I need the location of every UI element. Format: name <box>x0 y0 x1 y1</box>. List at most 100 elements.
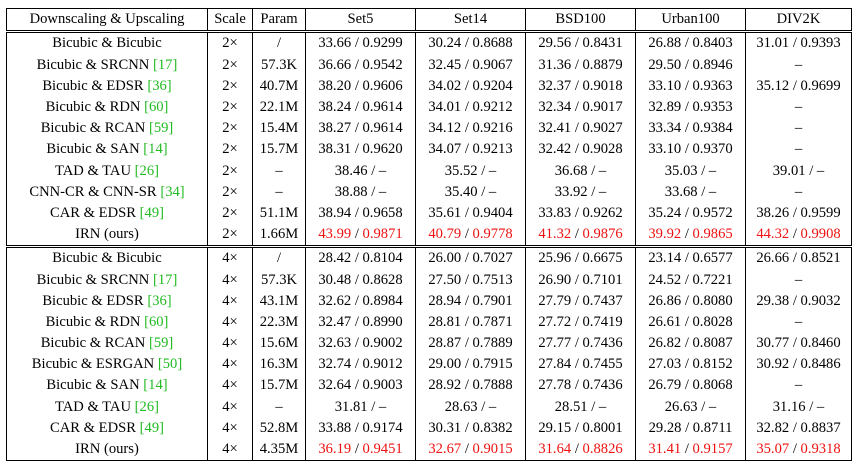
scale-cell: 2× <box>207 223 253 249</box>
metric-value: – <box>794 377 803 394</box>
method-name: Bicubic & SRCNN <box>36 271 150 288</box>
metric-value: 26.90 / 0.7101 <box>538 271 623 288</box>
metric-value: 32.34 / 0.9017 <box>538 99 623 116</box>
header-urban100: Urban100 <box>635 7 746 34</box>
scale-cell: 2× <box>207 160 253 182</box>
metric-value: 38.26 / 0.9599 <box>756 204 841 221</box>
metric-cell: 32.74 / 0.9012 <box>305 354 416 376</box>
metric-cell: 28.87 / 0.7889 <box>415 332 526 354</box>
metric-cell: 31.16 / – <box>745 396 852 418</box>
metric-value: 33.68 / – <box>664 183 717 200</box>
metric-value: 28.81 / 0.7871 <box>428 313 513 330</box>
metric-cell: 26.61 / 0.8028 <box>635 311 746 333</box>
scale-cell: 2× <box>207 181 253 203</box>
metric-cell: 38.46 / – <box>305 160 416 182</box>
metric-value: 38.94 / 0.9658 <box>318 204 403 221</box>
scale-cell: 4× <box>207 290 253 312</box>
metric-value: 29.38 / 0.9032 <box>756 292 841 309</box>
metric-cell: 31.64 / 0.8826 <box>525 438 636 461</box>
method-cell: CAR & EDSR [49] <box>6 202 208 224</box>
citation-bracket-open: [ <box>148 335 154 352</box>
metric-value: 26.86 / 0.8080 <box>648 292 733 309</box>
metric-value: 39.01 / – <box>772 162 825 179</box>
metric-cell: 29.50 / 0.8946 <box>635 54 746 76</box>
metric-cell: 34.12 / 0.9216 <box>415 117 526 140</box>
metric-cell: 33.10 / 0.9363 <box>635 75 746 97</box>
citation-bracket-close: ] <box>159 204 164 221</box>
metric-cell: 31.36 / 0.8879 <box>525 54 636 76</box>
metric-value: 28.94 / 0.7901 <box>428 292 513 309</box>
param-cell: 4.35M <box>252 438 306 461</box>
metric-cell: – <box>745 375 852 397</box>
psnr-value: 43.99 <box>318 226 352 243</box>
metric-cell: 26.88 / 0.8403 <box>635 31 746 55</box>
psnr-value: 41.32 <box>538 226 572 243</box>
method-name: Bicubic & SAN <box>46 377 140 394</box>
citation-bracket-close: ] <box>159 419 164 436</box>
metric-cell: 27.03 / 0.8152 <box>635 354 746 376</box>
param-cell: 22.3M <box>252 311 306 333</box>
metric-cell: 35.40 / – <box>415 181 526 203</box>
metric-value: 38.46 / – <box>334 162 387 179</box>
metric-cell: 27.84 / 0.7455 <box>525 354 636 376</box>
metric-cell: – <box>745 96 852 118</box>
citation-bracket-open: [ <box>147 292 153 309</box>
psnr-value: 31.41 <box>648 441 682 458</box>
metric-cell: 26.63 / – <box>635 396 746 418</box>
method-name: Bicubic & RCAN <box>40 120 146 137</box>
metric-value: 30.24 / 0.8688 <box>428 35 513 52</box>
citation-bracket-open: [ <box>160 183 166 200</box>
citation-bracket-open: [ <box>147 77 153 94</box>
table-row: Bicubic & Bicubic 4×/ 28.42 / 0.8104 26.00 … <box>6 246 852 270</box>
scale-cell: 2× <box>207 139 253 161</box>
param-cell: 16.3M <box>252 354 306 376</box>
metric-cell: 35.52 / – <box>415 160 526 182</box>
metric-value: 29.15 / 0.8001 <box>538 419 623 436</box>
metric-cell: 26.86 / 0.8080 <box>635 290 746 312</box>
metric-value: 34.01 / 0.9212 <box>428 99 513 116</box>
metric-cell: 35.61 / 0.9404 <box>415 202 526 224</box>
ssim-value: 0.9876 <box>582 226 623 243</box>
table-row: Bicubic & RDN [60] 4× 22.3M 32.47 / 0.8990 2… <box>6 311 852 333</box>
citation-bracket-close: ] <box>163 313 169 330</box>
metric-separator: / <box>461 441 473 458</box>
metric-value: 32.41 / 0.9027 <box>538 120 623 137</box>
citation-bracket-close: ] <box>168 120 174 137</box>
method-name: Bicubic & EDSR <box>42 77 144 94</box>
metric-cell: 31.01 / 0.9393 <box>745 31 852 55</box>
citation-ref: 60 <box>148 99 164 116</box>
method-cell: CNN-CR & CNN-SR [34] <box>6 181 208 203</box>
metric-cell: 33.83 / 0.9262 <box>525 202 636 224</box>
header-div2k: DIV2K <box>745 7 852 34</box>
metric-value: 30.92 / 0.8486 <box>756 356 841 373</box>
metric-cell: 38.24 / 0.9614 <box>305 96 416 118</box>
metric-value: 29.00 / 0.7915 <box>428 356 513 373</box>
method-cell: Bicubic & EDSR [36] <box>6 290 208 312</box>
citation-bracket-close: ] <box>172 271 178 288</box>
metric-value: – <box>794 99 803 116</box>
psnr-value: 39.92 <box>648 226 682 243</box>
metric-cell: 35.24 / 0.9572 <box>635 202 746 224</box>
metric-cell: 35.03 / – <box>635 160 746 182</box>
table-row: TAD & TAU [26] 2× –38.46 / –35.52 / –36.68… <box>6 160 852 182</box>
param-cell: 40.7M <box>252 75 306 97</box>
ssim-value: 0.9908 <box>800 226 841 243</box>
table-row: Bicubic & Bicubic 2×/ 33.66 / 0.9299 30.24 … <box>6 31 852 55</box>
table-row: Bicubic & SRCNN [17] 4× 57.3K 30.48 / 0.862… <box>6 269 852 291</box>
metric-value: 33.34 / 0.9384 <box>648 120 733 137</box>
method-cell: Bicubic & SAN [14] <box>6 375 208 397</box>
metric-cell: 32.63 / 0.9002 <box>305 332 416 354</box>
metric-cell: 35.12 / 0.9699 <box>745 75 852 97</box>
citation-bracket-open: [ <box>134 398 140 415</box>
citation-ref: 17 <box>157 271 173 288</box>
metric-cell: 35.07 / 0.9318 <box>745 438 852 461</box>
metric-value: 32.45 / 0.9067 <box>428 56 513 73</box>
metric-value: 32.62 / 0.8984 <box>318 292 403 309</box>
metric-cell: 28.81 / 0.7871 <box>415 311 526 333</box>
metric-cell: 29.15 / 0.8001 <box>525 417 636 439</box>
metric-value: 27.50 / 0.7513 <box>428 271 513 288</box>
metric-cell: 33.92 / – <box>525 181 636 203</box>
metric-cell: 32.47 / 0.8990 <box>305 311 416 333</box>
metric-value: – <box>794 313 803 330</box>
method-name: Bicubic & EDSR <box>42 292 144 309</box>
